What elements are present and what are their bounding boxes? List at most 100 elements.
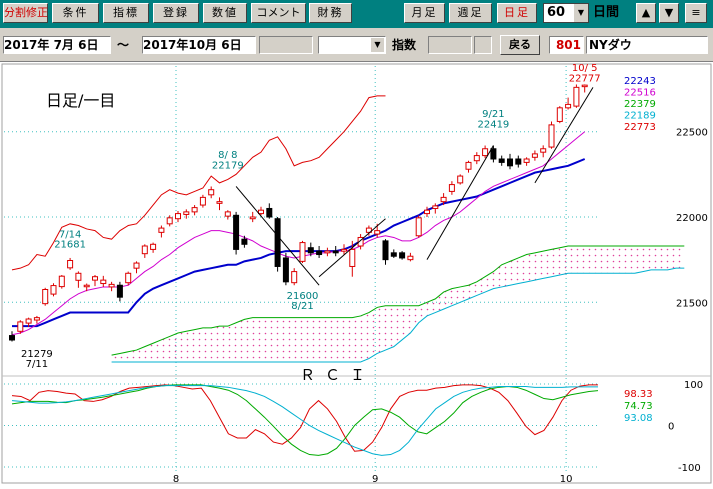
toolbar-button-9[interactable]: 日足 bbox=[497, 3, 537, 23]
period-unit-label: 日間 bbox=[593, 5, 620, 20]
candle-body bbox=[473, 155, 480, 162]
code-field[interactable]: 801 bbox=[549, 36, 584, 54]
candle-body bbox=[199, 196, 206, 206]
candle-body bbox=[83, 284, 90, 288]
trend-line bbox=[235, 186, 320, 286]
blank-field-2 bbox=[428, 36, 472, 54]
candle-body bbox=[42, 289, 49, 305]
kumo-cloud bbox=[111, 246, 685, 362]
candle-body bbox=[191, 207, 198, 213]
rci-tick-label: 100 bbox=[684, 380, 703, 391]
line-tenkan bbox=[11, 131, 586, 336]
candle-body bbox=[125, 272, 132, 284]
x-tick-label: 9 bbox=[372, 474, 378, 485]
candle-body bbox=[390, 252, 397, 257]
toolbar-button-2[interactable]: 指標 bbox=[103, 3, 149, 23]
candle-body bbox=[399, 252, 406, 259]
candle-body bbox=[515, 158, 522, 165]
name-field: NYダウ bbox=[586, 36, 708, 54]
candle-body bbox=[316, 250, 323, 256]
chart-svg: 日足/一目 ＲＣＩ 8 9 10 21500 22000 22500 100 0 -100 7/1… bbox=[1, 63, 712, 485]
candle-body bbox=[448, 184, 455, 192]
toolbar-button-7[interactable]: 月足 bbox=[404, 3, 445, 23]
candle-body bbox=[556, 107, 563, 122]
candle-body bbox=[158, 227, 165, 233]
candle-body bbox=[150, 243, 157, 250]
price-annotation: 9/21 bbox=[482, 109, 504, 120]
candle-body bbox=[407, 255, 414, 261]
candle-body bbox=[216, 201, 223, 204]
main-legend-value: 22516 bbox=[624, 88, 656, 99]
candle-body bbox=[457, 175, 464, 184]
candle-body bbox=[440, 196, 447, 203]
chevron-down-icon[interactable]: ▼ bbox=[371, 38, 384, 52]
candle-body bbox=[432, 205, 439, 209]
candle-body bbox=[291, 271, 298, 284]
x-tick-label: 10 bbox=[560, 474, 573, 485]
rci-line-2 bbox=[11, 385, 598, 456]
rci-line-0 bbox=[11, 384, 598, 452]
candle-body bbox=[548, 124, 555, 148]
toolbar-button-8[interactable]: 週足 bbox=[449, 3, 492, 23]
candle-body bbox=[507, 158, 513, 167]
y-tick-label: 21500 bbox=[676, 298, 708, 309]
toolbar-button-3[interactable]: 登録 bbox=[153, 3, 199, 23]
blank-field-3 bbox=[474, 36, 492, 54]
menu-button[interactable]: ≡ bbox=[685, 3, 707, 23]
candle-body bbox=[266, 207, 273, 218]
trend-line bbox=[534, 87, 594, 184]
price-annotation: 8/21 bbox=[291, 301, 313, 312]
candle-body bbox=[17, 321, 24, 332]
candle-body bbox=[540, 148, 547, 153]
toolbar-button-0[interactable]: 分割修正 bbox=[3, 3, 48, 23]
line-chikou bbox=[11, 95, 386, 271]
candle-body bbox=[424, 209, 430, 215]
candle-body bbox=[50, 285, 57, 295]
rci-legend-value: 93.08 bbox=[624, 413, 653, 424]
toolbar-button-5[interactable]: コメント bbox=[251, 3, 306, 23]
candle-body bbox=[573, 86, 580, 107]
candle-body bbox=[498, 158, 505, 163]
price-annotation: 10/ 5 bbox=[572, 63, 598, 74]
price-annotation: 8/ 8 bbox=[218, 150, 237, 161]
candle-body bbox=[349, 248, 356, 267]
price-annotation: 7/11 bbox=[26, 359, 48, 370]
index-select[interactable]: ▼ bbox=[318, 36, 386, 54]
candle-body bbox=[374, 230, 381, 235]
candle-body bbox=[208, 189, 215, 196]
price-annotation: 21279 bbox=[21, 349, 53, 360]
chart-area: 日足/一目 ＲＣＩ 8 9 10 21500 22000 22500 100 0 -100 7/1… bbox=[0, 62, 713, 485]
candle-body bbox=[25, 318, 32, 324]
toolbar-button-1[interactable]: 条件 bbox=[52, 3, 99, 23]
price-annotation: 22777 bbox=[569, 73, 601, 84]
candle-body bbox=[465, 161, 472, 170]
period-select[interactable]: 60 ▼ bbox=[543, 3, 589, 23]
candle-body bbox=[341, 248, 347, 252]
index-label: 指数 bbox=[392, 38, 417, 52]
candle-body bbox=[365, 227, 372, 233]
nav-down-button[interactable]: ▼ bbox=[659, 3, 679, 23]
candle-body bbox=[274, 218, 281, 267]
main-legend-value: 22189 bbox=[624, 111, 656, 122]
toolbar-button-4[interactable]: 数値 bbox=[203, 3, 247, 23]
trend-line bbox=[318, 218, 386, 278]
candle-body bbox=[565, 103, 572, 109]
rci-legend-value: 98.33 bbox=[624, 389, 653, 400]
nav-up-button[interactable]: ▲ bbox=[636, 3, 656, 23]
candle-body bbox=[183, 211, 190, 215]
candle-body bbox=[224, 211, 231, 217]
rci-tick-label: 0 bbox=[668, 422, 674, 433]
date-to-field[interactable]: 2017年10月 6日 bbox=[142, 36, 256, 54]
candle-body bbox=[249, 216, 256, 220]
back-button[interactable]: 戻る bbox=[500, 35, 540, 55]
candle-body bbox=[33, 317, 40, 321]
price-annotation: 22419 bbox=[477, 119, 509, 130]
line-senkou_b bbox=[111, 267, 685, 363]
dropdown-arrow-icon[interactable]: ▼ bbox=[574, 4, 588, 22]
toolbar-button-6[interactable]: 財務 bbox=[309, 3, 352, 23]
main-legend-value: 22773 bbox=[624, 122, 656, 133]
date-from-field[interactable]: 2017年 7月 6日 bbox=[3, 36, 111, 54]
candle-body bbox=[357, 236, 364, 247]
candle-body bbox=[175, 213, 181, 220]
main-legend-value: 22243 bbox=[624, 76, 656, 87]
